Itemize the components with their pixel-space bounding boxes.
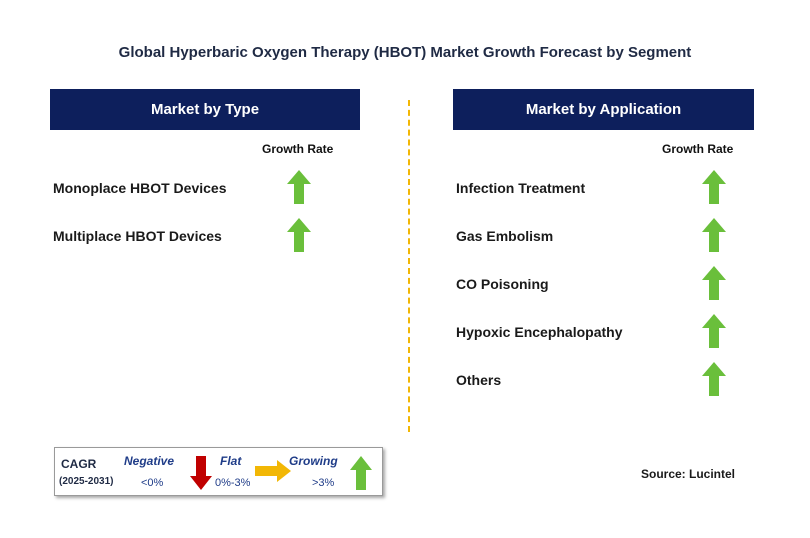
type-growth-rate-header: Growth Rate [262,142,334,156]
application-row-label: Hypoxic Encephalopathy [456,324,623,340]
flat-arrow-icon [255,460,291,482]
legend-flat-range: 0%-3% [215,477,251,489]
application-row-label: Others [456,372,502,388]
growing-arrow-icon [702,218,726,252]
growing-arrow-icon [702,362,726,396]
application-growth-rate-header: Growth Rate [662,142,734,156]
chart-title: Global Hyperbaric Oxygen Therapy (HBOT) … [118,44,692,61]
legend-cagr: CAGR [61,457,97,471]
application-panel-header: Market by Application [453,89,754,130]
application-row-label: Infection Treatment [456,180,586,196]
type-panel-header: Market by Type [50,89,360,130]
source-note: Source: Lucintel [641,467,736,481]
legend-flat-label: Flat [220,454,242,468]
type-row-label: Monoplace HBOT Devices [53,180,227,196]
legend: CAGR (2025-2031) Negative <0% Flat 0%-3%… [54,447,383,496]
legend-negative-range: <0% [141,477,164,489]
legend-growing-label: Growing [289,454,338,468]
growing-arrow-icon [702,314,726,348]
type-row-label: Multiplace HBOT Devices [53,228,222,244]
application-row-label: CO Poisoning [456,276,549,292]
legend-growing-range: >3% [312,477,335,489]
growing-arrow-icon [702,266,726,300]
legend-period: (2025-2031) [59,476,114,487]
growing-arrow-icon [702,170,726,204]
growing-arrow-icon [287,170,311,204]
panel-divider [408,100,410,432]
growing-arrow-icon [287,218,311,252]
growing-arrow-icon [350,456,372,490]
legend-negative-label: Negative [124,454,175,468]
negative-arrow-icon [190,456,212,490]
application-row-label: Gas Embolism [456,228,554,244]
